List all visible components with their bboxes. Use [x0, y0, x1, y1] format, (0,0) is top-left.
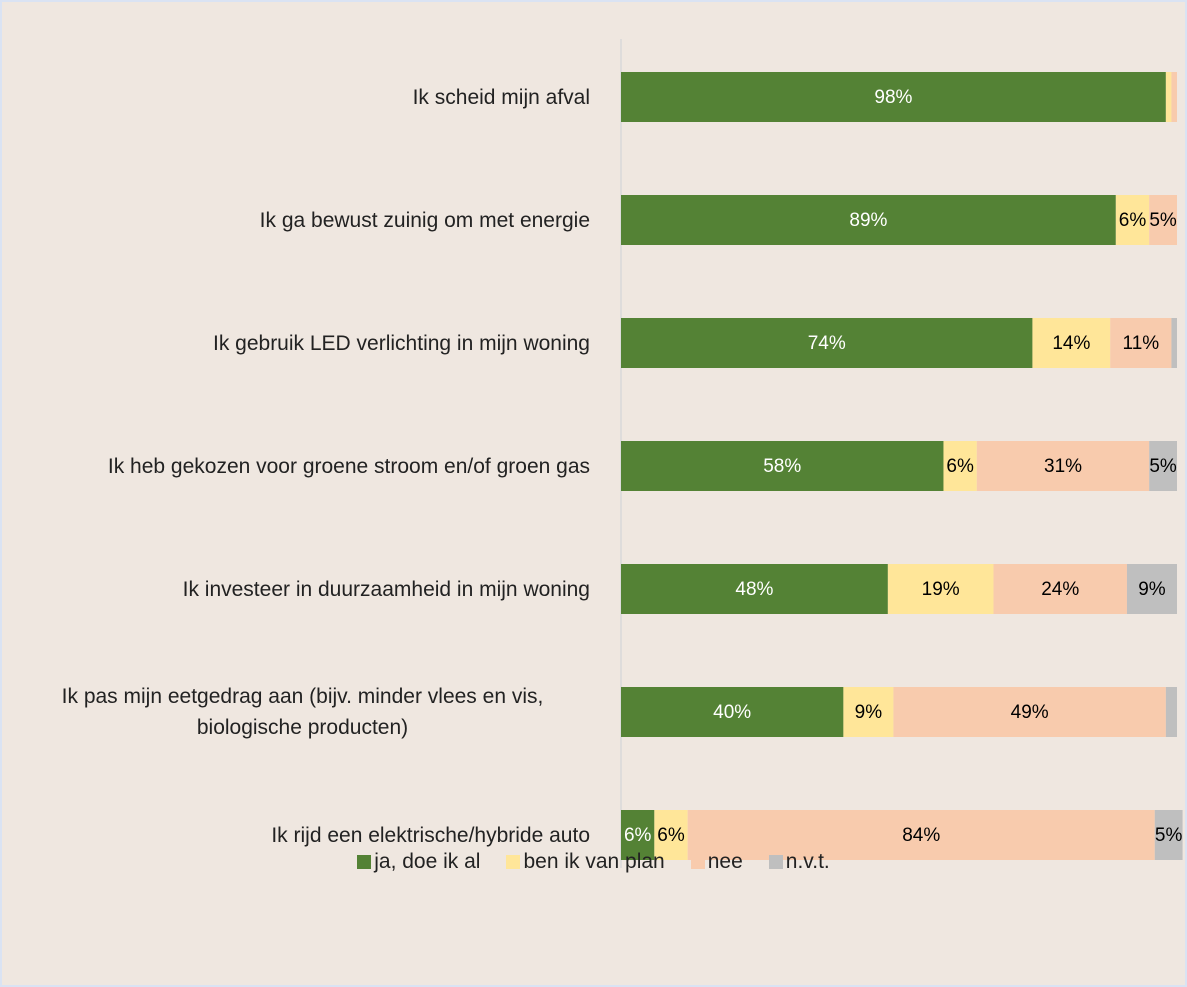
bar-segment — [621, 72, 1166, 122]
bar-segment — [943, 441, 977, 491]
data-label: 89% — [849, 210, 887, 231]
category-label: Ik pas mijn eetgedrag aan (bijv. minder … — [15, 672, 590, 752]
legend-label: nee — [707, 850, 743, 873]
category-text: Ik gebruik LED verlichting in mijn wonin… — [212, 331, 590, 355]
category-text: Ik rijd een elektrische/hybride auto — [271, 823, 590, 847]
bar-segment — [1171, 318, 1177, 368]
legend-item: ben ik van plan — [506, 850, 665, 874]
data-label: 84% — [902, 825, 940, 846]
data-label: 40% — [713, 702, 751, 723]
category-label: Ik ga bewust zuinig om met energie — [15, 180, 590, 260]
legend-label: ja, doe ik al — [374, 850, 481, 873]
data-label: 6% — [946, 456, 974, 477]
bar-segment — [1126, 564, 1177, 614]
bar-segment — [621, 564, 888, 614]
legend-swatch — [768, 855, 783, 869]
category-text: Ik heb gekozen voor groene stroom en/of … — [107, 454, 590, 478]
legend-swatch — [506, 855, 521, 869]
bar-segment — [1154, 810, 1183, 860]
category-text: Ik scheid mijn afval — [412, 85, 590, 109]
bar-segment — [993, 564, 1127, 614]
category-text: Ik ga bewust zuinig om met energie — [259, 208, 590, 232]
bar-segment — [687, 810, 1155, 860]
legend-swatch — [690, 855, 705, 869]
category-text: Ik pas mijn eetgedrag aan (bijv. minder … — [61, 685, 544, 739]
data-label: 5% — [1149, 456, 1177, 477]
bar-segment — [621, 810, 655, 860]
bar-segment — [1149, 195, 1177, 245]
data-label: 11% — [1123, 333, 1160, 354]
bar-segment — [621, 318, 1033, 368]
data-label: 9% — [1138, 579, 1166, 600]
bar-segment — [843, 687, 894, 737]
legend-item: ja, doe ik al — [357, 850, 480, 874]
bar-segment — [1115, 195, 1150, 245]
category-label: Ik rijd een elektrische/hybride auto — [15, 795, 590, 875]
legend-item: nee — [690, 850, 743, 874]
data-label: 5% — [1149, 210, 1177, 231]
category-label: Ik scheid mijn afval — [15, 57, 590, 137]
bar-segment — [621, 687, 844, 737]
bar-segment — [1032, 318, 1111, 368]
bar-segment — [887, 564, 994, 614]
legend-label: n.v.t. — [785, 850, 830, 873]
data-label: 14% — [1052, 333, 1090, 354]
category-text: Ik investeer in duurzaamheid in mijn won… — [182, 577, 590, 601]
bar-segment — [976, 441, 1150, 491]
data-label: 24% — [1041, 579, 1079, 600]
data-label: 9% — [855, 702, 883, 723]
category-label: Ik investeer in duurzaamheid in mijn won… — [15, 549, 590, 629]
data-label: 5% — [1155, 825, 1183, 846]
data-label: 49% — [1011, 702, 1049, 723]
bar-segment — [1110, 318, 1172, 368]
data-label: 6% — [657, 825, 685, 846]
category-label: Ik gebruik LED verlichting in mijn wonin… — [15, 303, 590, 383]
legend-swatch — [357, 855, 372, 869]
data-label: 19% — [922, 579, 960, 600]
legend: ja, doe ik al ben ik van plan nee n.v.t. — [2, 850, 1185, 874]
data-label: 6% — [1119, 210, 1147, 231]
bar-segment — [1165, 687, 1177, 737]
bar-segment — [621, 441, 944, 491]
bar-segment — [1165, 72, 1172, 122]
data-label: 31% — [1044, 456, 1082, 477]
data-label: 74% — [808, 333, 846, 354]
bar-segment — [1171, 72, 1177, 122]
bar-segment — [621, 195, 1116, 245]
legend-item: n.v.t. — [768, 850, 830, 874]
category-label: Ik heb gekozen voor groene stroom en/of … — [15, 426, 590, 506]
data-label: 6% — [624, 825, 652, 846]
bar-segment — [893, 687, 1166, 737]
bar-segment — [1149, 441, 1177, 491]
data-label: 58% — [763, 456, 801, 477]
data-label: 98% — [874, 87, 912, 108]
bar-segment — [654, 810, 688, 860]
legend-label: ben ik van plan — [523, 850, 665, 873]
data-label: 48% — [735, 579, 773, 600]
